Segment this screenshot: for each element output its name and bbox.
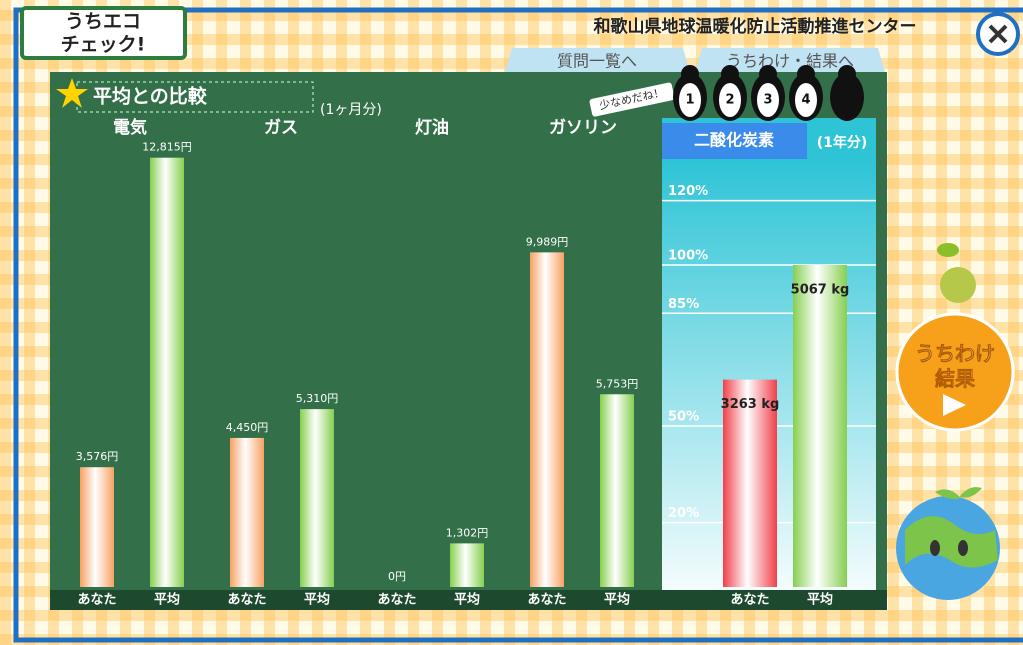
- page: うちエコ チェック! 和歌山県地球温暖化防止活動推進センター 質問一覧へ うちわ…: [0, 0, 1023, 645]
- organization: 和歌山県地球温暖化防止活動推進センター: [594, 16, 917, 37]
- tab-label: 質問一覧へ: [557, 52, 637, 71]
- value-label: 1,302円: [446, 526, 489, 539]
- x-label: 平均: [304, 592, 330, 608]
- value-label: 3263 kg: [721, 397, 780, 412]
- bar: [450, 543, 484, 587]
- value-label: 4,450円: [226, 421, 269, 434]
- category-label: 電気: [113, 117, 147, 138]
- y-tick-label: 85%: [668, 297, 699, 312]
- penguin-number: 3: [763, 93, 772, 108]
- y-tick-label: 50%: [668, 409, 699, 424]
- bar: [600, 394, 634, 587]
- period: (1ヶ月分): [320, 102, 382, 118]
- panel-title: 平均との比較: [93, 85, 208, 108]
- penguin-head: [797, 65, 815, 83]
- penguin-number: 2: [725, 93, 734, 108]
- category-label: ガソリン: [549, 118, 617, 138]
- bar: [530, 252, 564, 587]
- category-label: ガス: [264, 118, 298, 138]
- value-label: 5067 kg: [791, 282, 850, 297]
- bar: [80, 467, 114, 587]
- logo-text: チェック!: [61, 34, 146, 56]
- value-label: 5,310円: [296, 392, 339, 405]
- x-label: 平均: [454, 592, 480, 608]
- bar: [300, 409, 334, 587]
- penguin-head: [681, 65, 699, 83]
- logo-text: うちエコ: [65, 11, 141, 33]
- value-label: 5,753円: [596, 377, 639, 390]
- x-label: あなた: [527, 593, 566, 608]
- sprout-mascot: [940, 267, 976, 303]
- x-label: 平均: [807, 592, 833, 608]
- y-tick-label: 120%: [668, 184, 708, 199]
- x-label: あなた: [77, 593, 116, 608]
- button-label: うちわけ: [915, 342, 995, 366]
- y-tick-label: 20%: [668, 506, 699, 521]
- x-label: あなた: [377, 593, 416, 608]
- value-label: 0円: [388, 570, 406, 583]
- earth-eye: [930, 540, 940, 556]
- screen: うちエコ チェック! 和歌山県地球温暖化防止活動推進センター 質問一覧へ うちわ…: [0, 0, 1023, 645]
- sprout-leaf: [937, 243, 959, 257]
- category-label: 灯油: [415, 117, 449, 138]
- co2-title: 二酸化炭素: [694, 131, 774, 150]
- bar: [150, 158, 184, 587]
- co2-period: (1年分): [817, 134, 868, 151]
- earth-eye: [958, 540, 968, 556]
- penguin-number: 4: [801, 93, 810, 108]
- penguin-number: 1: [685, 93, 694, 108]
- penguin-head: [759, 65, 777, 83]
- x-label: 平均: [604, 592, 630, 608]
- value-label: 9,989円: [526, 235, 569, 248]
- penguin-head: [838, 65, 856, 83]
- value-label: 3,576円: [76, 450, 119, 463]
- tab-label: うちわけ・結果へ: [726, 52, 854, 71]
- bar: [793, 265, 847, 587]
- y-tick-label: 100%: [668, 248, 708, 263]
- bar: [230, 438, 264, 587]
- x-label: あなた: [227, 593, 266, 608]
- x-label: あなた: [730, 593, 769, 608]
- x-label: 平均: [154, 592, 180, 608]
- button-label: 結果: [935, 367, 975, 391]
- value-label: 12,815円: [142, 141, 192, 154]
- penguin-head: [721, 65, 739, 83]
